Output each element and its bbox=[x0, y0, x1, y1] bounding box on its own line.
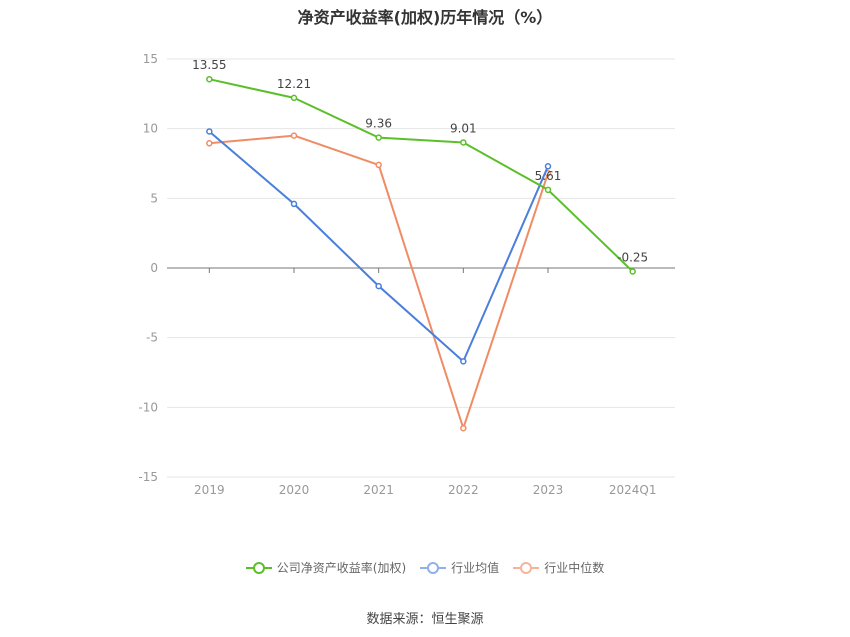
data-point bbox=[544, 186, 552, 194]
y-tick-label: 10 bbox=[143, 122, 158, 136]
x-tick-label: 2024Q1 bbox=[609, 483, 657, 497]
legend: 公司净资产收益率(加权) 行业均值 行业中位数 bbox=[0, 559, 850, 576]
data-label: -0.25 bbox=[617, 250, 648, 264]
data-point bbox=[206, 75, 213, 83]
y-tick-label: -10 bbox=[138, 400, 158, 414]
data-label: 9.01 bbox=[450, 121, 477, 135]
data-point bbox=[460, 424, 467, 432]
x-tick-label: 2019 bbox=[194, 483, 225, 497]
data-labels: 13.55 12.21 9.36 9.01 5.61 -0.25 bbox=[192, 58, 648, 264]
data-label: 13.55 bbox=[192, 58, 226, 72]
data-source: 数据来源：恒生聚源 bbox=[366, 612, 484, 627]
x-tick-label: 2022 bbox=[448, 483, 479, 497]
data-point bbox=[460, 358, 467, 365]
series bbox=[206, 75, 636, 432]
data-point bbox=[544, 163, 552, 170]
legend-label: 行业均值 bbox=[451, 561, 500, 575]
x-tick-label: 2020 bbox=[279, 483, 310, 497]
data-point bbox=[206, 128, 213, 135]
data-point bbox=[375, 161, 382, 169]
legend-item-company-roe[interactable]: 公司净资产收益率(加权) bbox=[245, 559, 407, 576]
data-point bbox=[290, 200, 298, 208]
data-label: 5.61 bbox=[535, 169, 562, 183]
legend-swatch-icon bbox=[420, 561, 447, 575]
x-tick-label: 2023 bbox=[533, 483, 564, 497]
y-tick-label: 0 bbox=[150, 261, 158, 275]
data-point bbox=[290, 132, 298, 139]
y-tick-label: 5 bbox=[150, 191, 158, 205]
x-tick-label: 2021 bbox=[363, 483, 394, 497]
y-tick-label: -15 bbox=[138, 470, 158, 484]
y-tick-label: 15 bbox=[143, 52, 158, 66]
series-line-0 bbox=[209, 78, 634, 273]
axes: 15 10 5 0 -5 -10 -15 2019 2020 2021 2022 2023 2024Q1 bbox=[138, 52, 656, 497]
data-point bbox=[290, 94, 298, 102]
legend-label: 行业中位数 bbox=[544, 561, 605, 575]
data-point bbox=[460, 139, 467, 146]
data-label: 9.36 bbox=[365, 117, 392, 131]
legend-label: 公司净资产收益率(加权) bbox=[276, 561, 407, 575]
legend-swatch-icon bbox=[513, 561, 540, 575]
data-label: 12.21 bbox=[277, 77, 311, 91]
y-tick-label: -5 bbox=[146, 331, 158, 345]
legend-item-industry-mean[interactable]: 行业均值 bbox=[420, 559, 499, 576]
legend-item-industry-median[interactable]: 行业中位数 bbox=[513, 559, 604, 576]
chart-title: 净资产收益率(加权)历年情况（%） bbox=[297, 8, 553, 27]
legend-swatch-icon bbox=[245, 561, 272, 575]
data-point bbox=[375, 134, 382, 141]
data-point bbox=[206, 140, 213, 147]
grid-lines bbox=[167, 58, 675, 478]
data-point bbox=[375, 282, 382, 290]
data-point bbox=[629, 268, 636, 275]
